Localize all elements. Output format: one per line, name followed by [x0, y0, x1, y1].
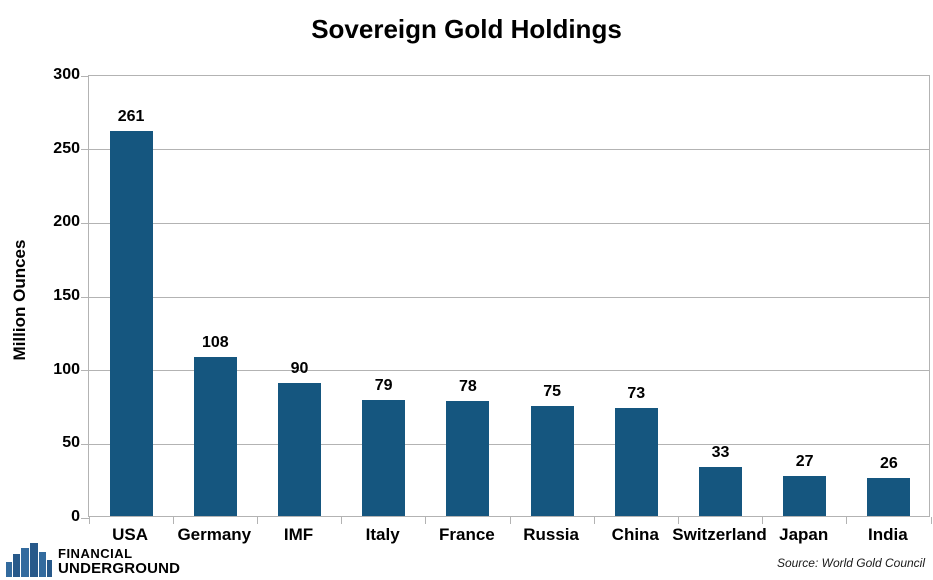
bar-value-label: 33: [711, 444, 730, 462]
y-tick-label: 150: [53, 287, 80, 304]
bar-value-label: 26: [879, 454, 898, 472]
bar-imf: [278, 383, 321, 516]
bar-value-label: 79: [374, 376, 393, 394]
gridline: [89, 370, 929, 372]
logo-line-underground: UNDERGROUND: [58, 560, 181, 577]
bar-usa: [109, 131, 153, 516]
skyline-icon: [6, 543, 52, 577]
category-label: USA: [112, 525, 149, 544]
logo-text: FINANCIAL UNDERGROUND: [58, 547, 180, 577]
bar-russia: [530, 405, 574, 516]
category-label: Italy: [365, 525, 400, 544]
y-axis-tick: [81, 443, 89, 445]
x-axis-tick: [172, 517, 174, 524]
bar-value-label: 73: [627, 385, 646, 403]
x-axis-tick: [593, 517, 595, 524]
logo-line-financial: FINANCIAL: [58, 546, 133, 561]
category-label: Russia: [523, 525, 579, 544]
bar-japan: [783, 476, 827, 516]
category-label: China: [611, 525, 659, 544]
x-axis-tick: [846, 517, 848, 524]
bar-value-label: 75: [543, 382, 561, 400]
y-axis-tick: [81, 222, 89, 224]
y-tick-label: 0: [71, 508, 80, 525]
category-label: Switzerland: [672, 525, 767, 544]
category-label: IMF: [283, 525, 314, 544]
plot-area: 261 108 90 79 78 75 73 33 27 26: [81, 75, 932, 524]
x-axis-tick: [88, 517, 90, 524]
x-axis-tick: [930, 517, 932, 524]
category-label: Germany: [177, 525, 252, 544]
gridline: [89, 296, 929, 298]
bar-italy: [362, 399, 406, 516]
bar-value-label: 261: [117, 108, 145, 126]
x-axis-tick: [425, 517, 427, 524]
bar-value-label: 90: [290, 360, 309, 378]
x-axis-tick: [509, 517, 511, 524]
gridline: [89, 443, 929, 445]
gridline: [89, 149, 929, 151]
y-axis-tick: [81, 149, 89, 151]
category-label: India: [868, 525, 908, 544]
y-axis-tick: [81, 517, 89, 519]
bar-value-label: 78: [458, 378, 477, 396]
y-tick-label: 250: [53, 139, 80, 157]
x-axis-tick: [256, 517, 258, 524]
chart-title: Sovereign Gold Holdings: [311, 14, 622, 44]
y-axis-tick: [81, 370, 89, 372]
bar-germany: [193, 356, 237, 516]
bar-value-label: 27: [795, 453, 814, 471]
bar-switzerland: [699, 467, 742, 516]
y-axis-tick: [81, 75, 89, 77]
y-tick-label: 100: [53, 360, 80, 378]
bar-france: [446, 401, 490, 516]
x-axis-tick: [762, 517, 764, 524]
financial-underground-logo: FINANCIAL UNDERGROUND: [6, 543, 180, 577]
x-axis-tick: [341, 517, 343, 524]
bar-value-label: 108: [201, 333, 229, 351]
y-axis-tick: [81, 296, 89, 298]
bar-india: [867, 477, 911, 516]
source-attribution: Source: World Gold Council: [776, 556, 925, 570]
y-tick-label: 200: [53, 213, 80, 231]
category-label: France: [439, 525, 495, 544]
bar-china: [614, 408, 658, 516]
category-label: Japan: [779, 525, 829, 544]
x-axis-tick: [677, 517, 679, 524]
gridline: [89, 222, 929, 224]
y-tick-label: 300: [53, 66, 80, 83]
y-tick-label: 50: [62, 434, 80, 452]
